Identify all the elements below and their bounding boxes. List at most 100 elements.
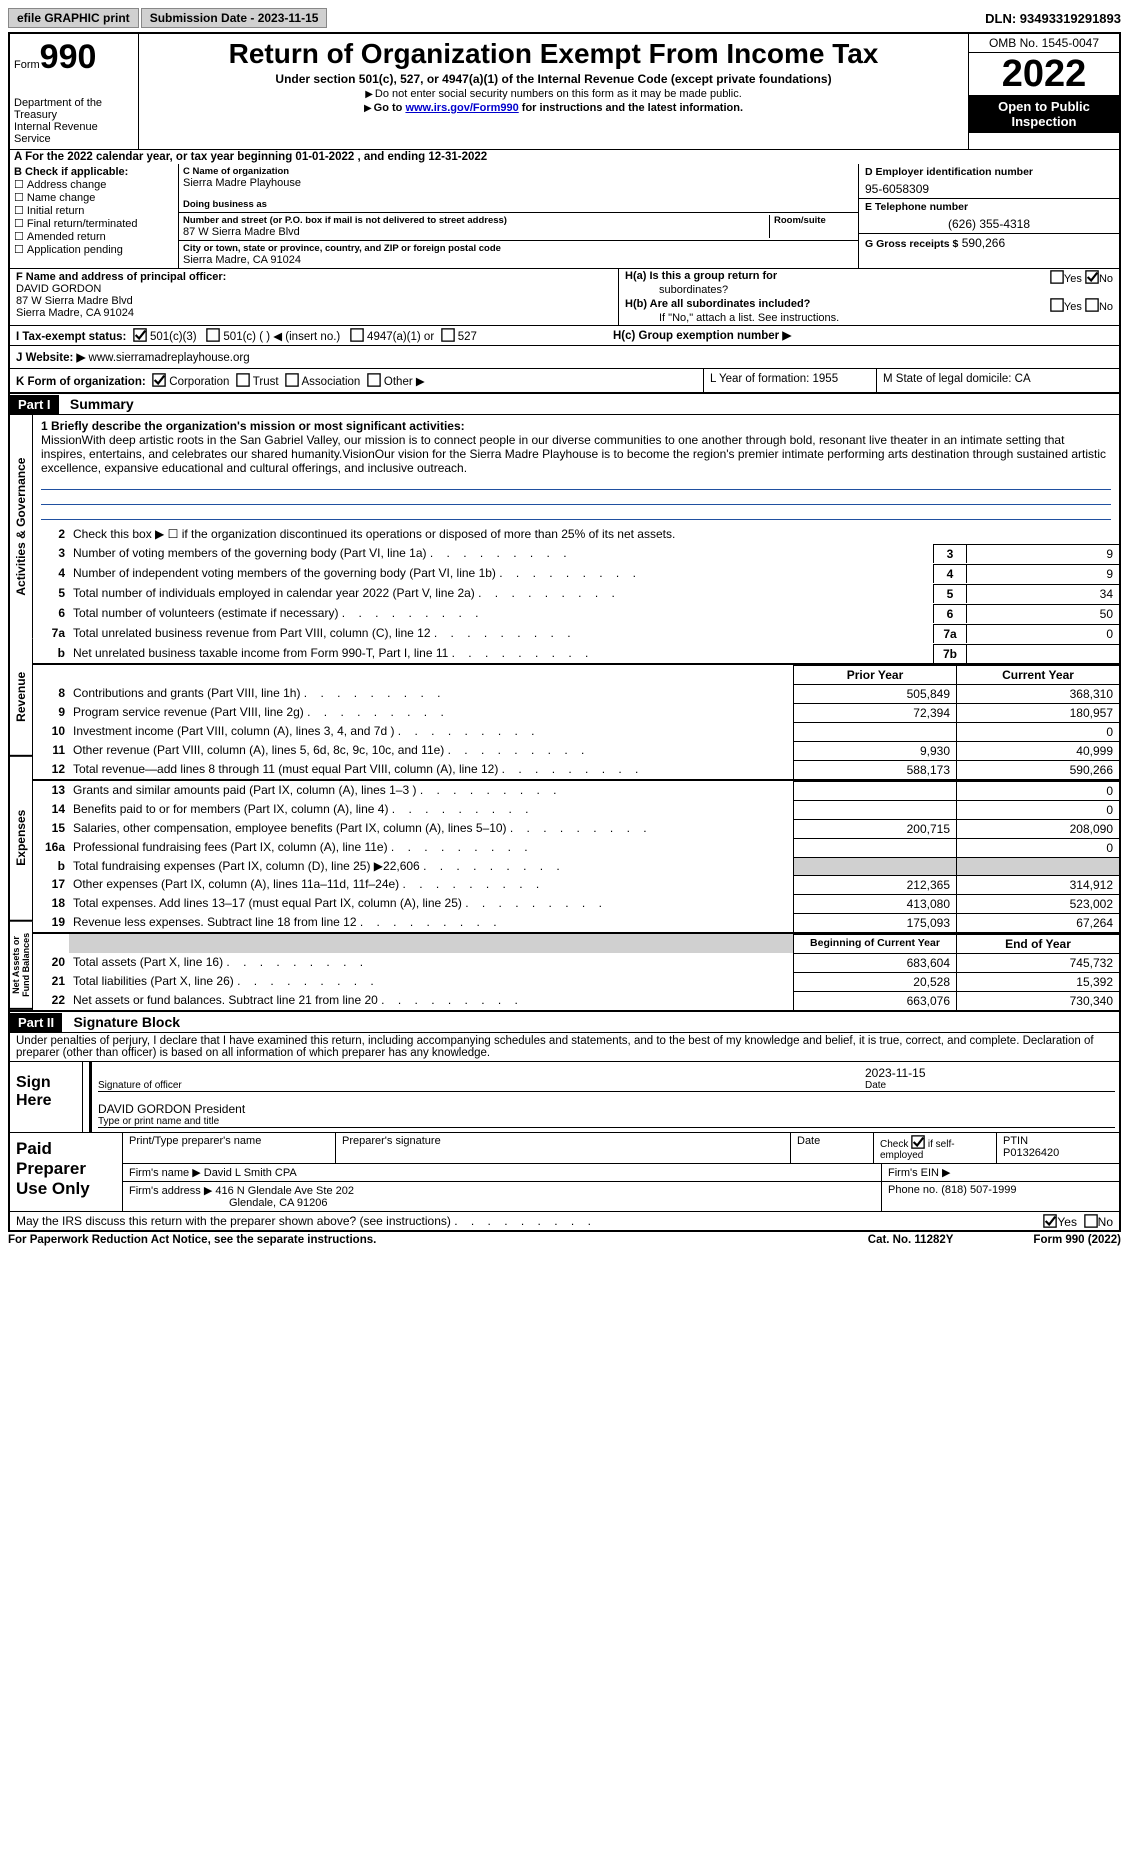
form-footer: Form 990 (2022)	[1033, 1234, 1121, 1246]
gov-line-b: Net unrelated business taxable income fr…	[69, 644, 933, 663]
open-inspection: Open to Public Inspection	[969, 95, 1119, 133]
gov-val-6: 50	[966, 604, 1119, 623]
dba-label: Doing business as	[183, 199, 854, 210]
line-10: Investment income (Part VIII, column (A)…	[69, 722, 793, 741]
dept-treasury: Department of the Treasury	[14, 97, 134, 121]
chk-501c[interactable]	[206, 328, 220, 342]
col-c: C Name of organization Sierra Madre Play…	[179, 164, 858, 268]
line-13: Grants and similar amounts paid (Part IX…	[69, 781, 793, 800]
cy-11: 40,999	[956, 741, 1119, 760]
sign-here-label: Sign Here	[10, 1062, 83, 1132]
hdr-begin-year: Beginning of Current Year	[793, 934, 956, 953]
chk-other[interactable]	[367, 373, 381, 387]
py-15: 200,715	[793, 819, 956, 838]
line-22: Net assets or fund balances. Subtract li…	[69, 991, 793, 1010]
mission-blank-line	[41, 490, 1111, 505]
firm-phone-label: Phone no.	[888, 1184, 938, 1196]
chk-trust[interactable]	[236, 373, 250, 387]
cy-22: 730,340	[956, 991, 1119, 1010]
py-12: 588,173	[793, 760, 956, 779]
hb-yes-checkbox[interactable]	[1050, 298, 1064, 312]
ha-no-checkbox[interactable]	[1085, 270, 1099, 284]
firm-phone: (818) 507-1999	[941, 1184, 1016, 1196]
goto-pre: Go to	[374, 102, 406, 114]
room-label: Room/suite	[774, 215, 854, 226]
chk-amended-return[interactable]: Amended return	[14, 230, 174, 243]
py-19: 175,093	[793, 913, 956, 932]
omb-number: OMB No. 1545-0047	[969, 34, 1119, 53]
py-14	[793, 800, 956, 819]
chk-501c3[interactable]	[133, 328, 147, 342]
prep-date-hdr: Date	[791, 1133, 874, 1163]
discuss-no-label: No	[1098, 1215, 1113, 1229]
firm-addr-label: Firm's address ▶	[129, 1185, 212, 1197]
chk-corporation[interactable]	[152, 373, 166, 387]
chk-name-change[interactable]: Name change	[14, 191, 174, 204]
officer-printed-name: DAVID GORDON President	[98, 1102, 245, 1116]
catalog-number: Cat. No. 11282Y	[868, 1234, 954, 1246]
py-11: 9,930	[793, 741, 956, 760]
cy-8: 368,310	[956, 684, 1119, 703]
gov-line-4: Number of independent voting members of …	[69, 564, 933, 583]
cy-12: 590,266	[956, 760, 1119, 779]
mission-blank-line	[41, 505, 1111, 520]
lbl-4947: 4947(a)(1) or	[367, 331, 434, 343]
line-15: Salaries, other compensation, employee b…	[69, 819, 793, 838]
lbl-corp: Corporation	[169, 376, 229, 388]
cy-19: 67,264	[956, 913, 1119, 932]
gov-val-b	[966, 644, 1119, 663]
chk-application-pending[interactable]: Application pending	[14, 243, 174, 256]
cy-16a: 0	[956, 838, 1119, 857]
hdr-prior-year: Prior Year	[793, 665, 956, 684]
cy-10: 0	[956, 722, 1119, 741]
chk-initial-return[interactable]: Initial return	[14, 204, 174, 217]
b-header: B Check if applicable:	[14, 166, 174, 178]
perjury-text: Under penalties of perjury, I declare th…	[10, 1033, 1119, 1062]
tax-year: 2022	[969, 53, 1119, 95]
vtab-netassets: Net Assets or Fund Balances	[10, 922, 33, 1010]
gross-label: G Gross receipts $	[865, 238, 958, 250]
chk-4947[interactable]	[350, 328, 364, 342]
gov-val-4: 9	[966, 564, 1119, 583]
section-bcd: B Check if applicable: Address change Na…	[8, 164, 1121, 268]
efile-button[interactable]: efile GRAPHIC print	[8, 8, 139, 28]
gov-box-6: 6	[933, 604, 966, 623]
irs-link[interactable]: www.irs.gov/Form990	[405, 102, 518, 114]
chk-address-change[interactable]: Address change	[14, 178, 174, 191]
org-name-label: C Name of organization	[183, 166, 854, 177]
row-i: I Tax-exempt status: 501(c)(3) 501(c) ( …	[8, 326, 1121, 346]
tax-status-label: I Tax-exempt status:	[16, 331, 126, 343]
cy-18: 523,002	[956, 894, 1119, 913]
ptin: P01326420	[1003, 1147, 1059, 1159]
py-b	[793, 857, 956, 875]
discuss-no-checkbox[interactable]	[1084, 1214, 1098, 1228]
paid-preparer-label: Paid Preparer Use Only	[10, 1133, 123, 1211]
summary-body: Activities & Governance Revenue Expenses…	[8, 415, 1121, 1012]
lbl-501c: 501(c) ( ) ◀ (insert no.)	[223, 331, 340, 343]
lbl-trust: Trust	[253, 376, 279, 388]
ha-yes-checkbox[interactable]	[1050, 270, 1064, 284]
lbl-other: Other ▶	[384, 376, 425, 388]
phone: (626) 355-4318	[865, 217, 1113, 231]
chk-self-employed[interactable]	[911, 1135, 925, 1149]
part1-title: Summary	[62, 394, 142, 414]
gov-line-7a: Total unrelated business revenue from Pa…	[69, 624, 933, 643]
line-14: Benefits paid to or for members (Part IX…	[69, 800, 793, 819]
hb-no-checkbox[interactable]	[1085, 298, 1099, 312]
gov-box-5: 5	[933, 584, 966, 603]
py-22: 663,076	[793, 991, 956, 1010]
chk-527[interactable]	[441, 328, 455, 342]
hdr-current-year: Current Year	[956, 665, 1119, 684]
chk-final-return[interactable]: Final return/terminated	[14, 217, 174, 230]
line2: Check this box ▶ ☐ if the organization d…	[69, 525, 1119, 543]
firm-ein-label: Firm's EIN ▶	[882, 1164, 1119, 1181]
part1-header: Part I	[10, 395, 59, 414]
gov-box-7a: 7a	[933, 624, 966, 643]
ha-label: H(a) Is this a group return for	[625, 270, 777, 282]
py-10	[793, 722, 956, 741]
submission-date: Submission Date - 2023-11-15	[141, 8, 328, 28]
printed-name-label: Type or print name and title	[98, 1116, 1115, 1127]
lbl-501c3: 501(c)(3)	[150, 331, 197, 343]
chk-association[interactable]	[285, 373, 299, 387]
discuss-yes-checkbox[interactable]	[1043, 1214, 1057, 1228]
